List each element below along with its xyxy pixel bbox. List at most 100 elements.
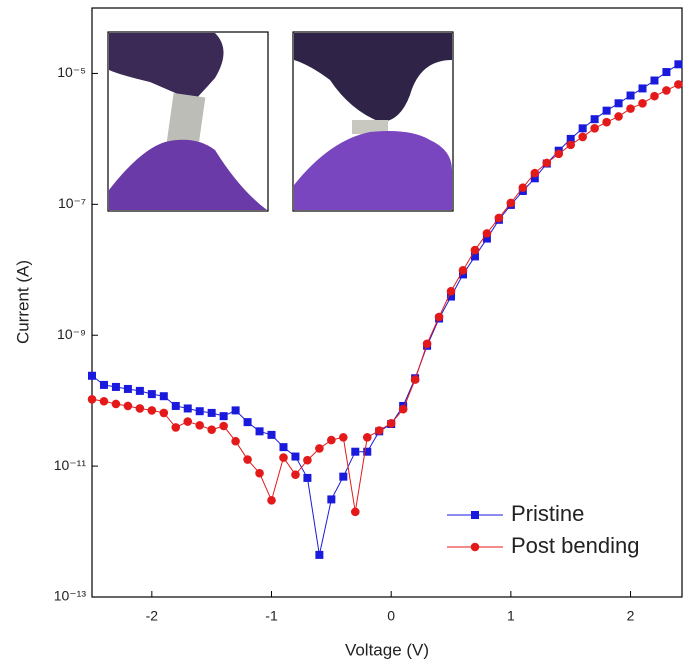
data-point bbox=[147, 390, 156, 399]
data-point bbox=[662, 86, 671, 95]
data-point bbox=[494, 213, 504, 223]
legend-label: Pristine bbox=[511, 501, 584, 526]
data-point bbox=[362, 433, 372, 442]
data-point bbox=[303, 473, 312, 482]
data-point bbox=[279, 443, 288, 452]
data-point bbox=[506, 198, 516, 208]
x-tick-label: -1 bbox=[265, 608, 278, 624]
data-point bbox=[626, 104, 635, 113]
data-point bbox=[219, 421, 228, 431]
legend-marker bbox=[471, 511, 479, 519]
data-point bbox=[219, 412, 228, 421]
data-point bbox=[351, 447, 360, 456]
data-point bbox=[327, 435, 336, 445]
data-point bbox=[674, 60, 683, 69]
data-point bbox=[650, 76, 659, 85]
data-point bbox=[578, 124, 587, 133]
data-point bbox=[398, 404, 408, 414]
data-point bbox=[195, 407, 204, 416]
data-point bbox=[650, 91, 659, 101]
data-point bbox=[327, 495, 336, 504]
data-point bbox=[470, 245, 480, 255]
data-point bbox=[171, 401, 180, 410]
x-tick-label: 2 bbox=[627, 608, 635, 624]
data-point bbox=[410, 375, 420, 384]
data-point bbox=[482, 229, 492, 238]
data-point bbox=[147, 406, 157, 415]
data-point bbox=[446, 286, 456, 296]
data-point bbox=[447, 292, 456, 301]
data-point bbox=[195, 421, 205, 430]
y-tick-label: 10⁻⁹ bbox=[57, 326, 86, 342]
data-point bbox=[590, 115, 599, 124]
y-tick-label: 10⁻⁵ bbox=[57, 64, 86, 80]
data-point bbox=[638, 98, 647, 108]
data-point bbox=[566, 134, 575, 143]
data-point bbox=[183, 404, 192, 413]
data-point bbox=[638, 84, 647, 93]
data-point bbox=[626, 91, 635, 100]
y-axis-label: Current (A) bbox=[13, 260, 32, 344]
data-point bbox=[482, 234, 491, 243]
data-point bbox=[267, 430, 276, 439]
data-point bbox=[291, 470, 300, 479]
data-point bbox=[99, 396, 109, 406]
data-point bbox=[422, 339, 432, 349]
y-tick-label: 10⁻⁷ bbox=[58, 195, 86, 211]
data-point bbox=[159, 392, 168, 401]
data-point bbox=[530, 174, 539, 183]
x-tick-label: 1 bbox=[507, 608, 515, 624]
y-tick-label: 10⁻¹¹ bbox=[54, 457, 87, 473]
legend-marker bbox=[470, 542, 480, 552]
data-point bbox=[159, 408, 169, 418]
legend-label: Post bending bbox=[511, 533, 639, 558]
data-point bbox=[315, 444, 324, 453]
data-point bbox=[578, 132, 587, 142]
data-point bbox=[99, 380, 108, 389]
data-point bbox=[123, 401, 133, 411]
data-point bbox=[458, 266, 468, 275]
data-point bbox=[566, 140, 576, 150]
data-point bbox=[171, 423, 181, 432]
data-point bbox=[111, 382, 120, 391]
data-point bbox=[614, 99, 623, 108]
data-point bbox=[590, 124, 599, 133]
data-point bbox=[542, 158, 552, 168]
data-point bbox=[88, 371, 96, 380]
data-point bbox=[315, 550, 324, 559]
data-point bbox=[339, 472, 348, 481]
data-point bbox=[267, 496, 276, 505]
data-point bbox=[434, 312, 444, 322]
data-point bbox=[614, 112, 623, 121]
data-point bbox=[291, 452, 300, 461]
data-point bbox=[470, 252, 479, 261]
data-point bbox=[374, 426, 384, 435]
data-point bbox=[243, 418, 252, 427]
data-point bbox=[303, 455, 312, 465]
data-point bbox=[674, 80, 683, 89]
data-point bbox=[386, 419, 396, 428]
data-point bbox=[530, 168, 540, 178]
x-axis-label: Voltage (V) bbox=[345, 640, 429, 659]
data-point bbox=[279, 453, 288, 462]
plot-frame bbox=[91, 7, 683, 598]
data-point bbox=[231, 436, 240, 446]
data-point bbox=[350, 507, 360, 517]
data-point bbox=[111, 399, 121, 409]
data-point bbox=[255, 427, 264, 436]
data-point bbox=[183, 417, 193, 426]
data-point bbox=[207, 408, 216, 417]
data-point bbox=[207, 425, 216, 435]
data-point bbox=[554, 149, 564, 159]
data-point bbox=[243, 455, 252, 464]
data-point bbox=[518, 183, 528, 192]
data-point bbox=[255, 468, 264, 478]
x-tick-label: 0 bbox=[387, 608, 395, 624]
data-point bbox=[602, 117, 611, 127]
data-point bbox=[123, 384, 132, 393]
y-tick-label: 10⁻¹³ bbox=[54, 588, 87, 604]
data-point bbox=[363, 447, 372, 456]
inset-photos bbox=[107, 31, 454, 212]
data-point bbox=[602, 106, 611, 115]
